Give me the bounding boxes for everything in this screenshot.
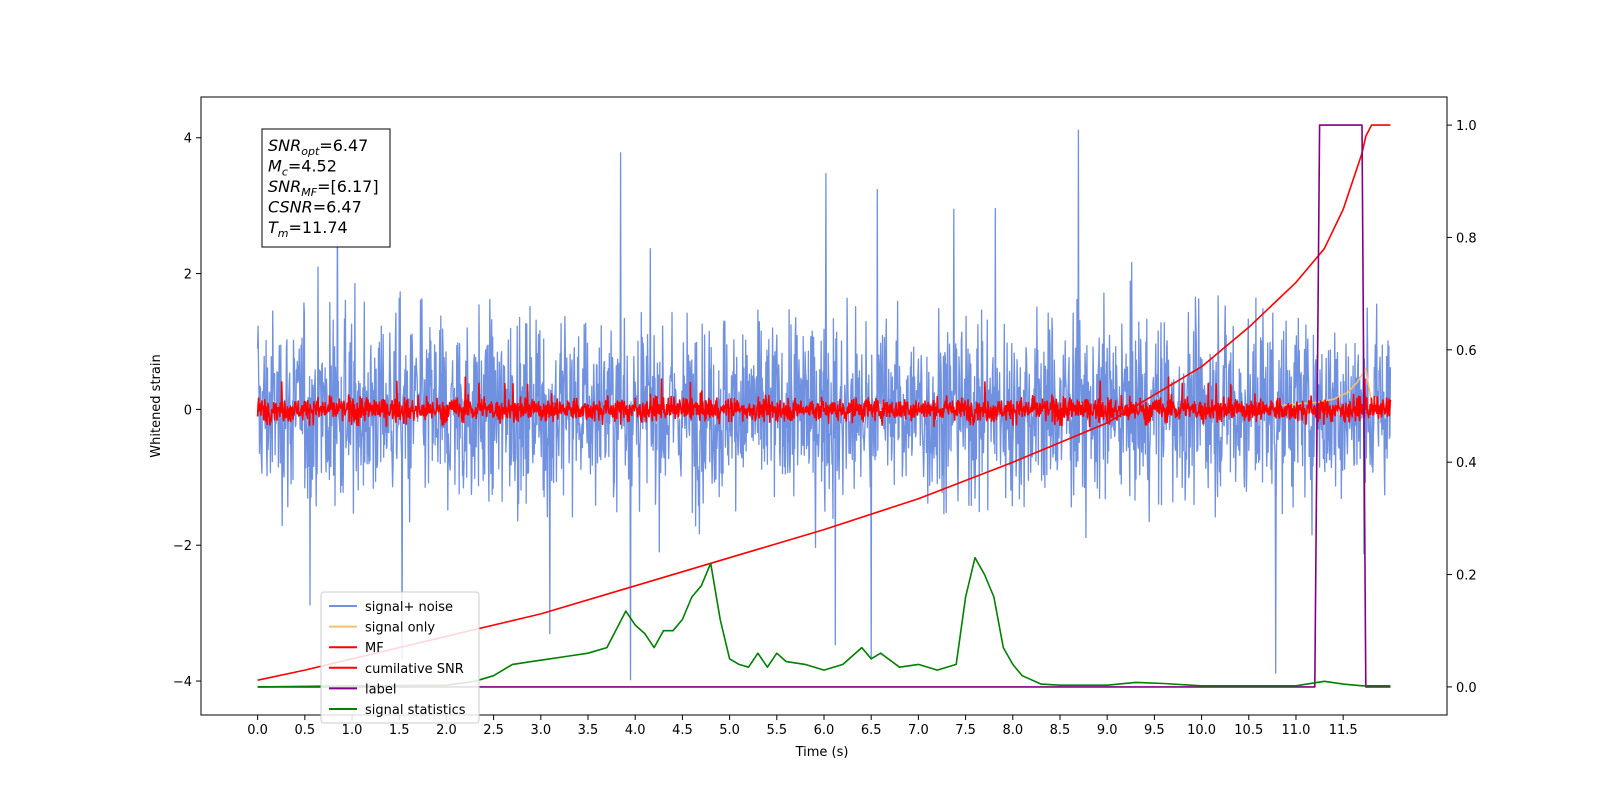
y2-tick-label: 0.6 (1456, 344, 1477, 359)
x-tick-label: 6.5 (861, 723, 882, 738)
info-box-line: Mc=4.52 (268, 157, 337, 179)
x-tick-label: 1.0 (342, 723, 363, 738)
legend: signal+ noise signal only MF cumilative SNR… (320, 591, 480, 724)
x-tick-label: 9.0 (1097, 723, 1118, 738)
x-tick-label: 11.5 (1329, 723, 1358, 738)
x-tick-label: 5.0 (719, 723, 740, 738)
x-tick-label: 3.0 (530, 723, 551, 738)
series-mf (256, 376, 1392, 428)
legend-label: label (365, 682, 396, 697)
x-tick-label: 10.5 (1234, 723, 1263, 738)
info-box: SNRopt=6.47Mc=4.52SNRMF=[6.17]CSNR=6.47T… (261, 128, 391, 248)
x-tick-label: 6.0 (814, 723, 835, 738)
x-tick-label: 8.5 (1050, 723, 1071, 738)
y-tick-label: 0 (184, 403, 192, 418)
x-tick-label: 1.5 (389, 723, 410, 738)
x-tick-label: 2.0 (436, 723, 457, 738)
legend-label: signal statistics (365, 703, 466, 718)
legend-label: MF (365, 641, 384, 656)
x-tick-label: 0.0 (247, 723, 268, 738)
y2-tick-label: 1.0 (1456, 119, 1477, 134)
x-tick-label: 9.5 (1144, 723, 1165, 738)
info-box-line: SNRMF=[6.17] (268, 177, 379, 199)
y-tick-label: 2 (184, 268, 192, 283)
x-tick-label: 2.5 (483, 723, 504, 738)
info-box-frame (261, 128, 391, 248)
info-box-line: Tm=11.74 (268, 218, 348, 240)
x-axis-label: Time (s) (795, 745, 849, 760)
series-signal-statistics (257, 556, 1391, 688)
x-tick-label: 4.0 (625, 723, 646, 738)
x-tick-label: 7.5 (955, 723, 976, 738)
y-axis-label: Whitened strain (149, 354, 164, 457)
legend-frame (320, 591, 480, 724)
x-tick-label: 3.5 (578, 723, 599, 738)
x-tick-label: 8.0 (1002, 723, 1023, 738)
y-tick-label: 4 (184, 132, 192, 147)
info-box-line: SNRopt=6.47 (268, 136, 368, 158)
y2-tick-label: 0.0 (1456, 681, 1477, 696)
x-tick-label: 4.5 (672, 723, 693, 738)
x-tick-label: 10.0 (1187, 723, 1216, 738)
legend-label: signal only (365, 621, 435, 636)
y2-tick-label: 0.8 (1456, 231, 1477, 246)
info-box-line: CSNR=6.47 (268, 198, 362, 217)
legend-label: cumilative SNR (365, 662, 464, 677)
y-tick-label: −4 (173, 675, 192, 690)
x-tick-label: 5.5 (766, 723, 787, 738)
series-label (257, 124, 1391, 688)
x-tick-label: 7.0 (908, 723, 929, 738)
y-tick-label: −2 (173, 539, 192, 554)
legend-label: signal+ noise (365, 600, 453, 615)
x-tick-label: 0.5 (294, 723, 315, 738)
y2-tick-label: 0.4 (1456, 456, 1477, 471)
y2-tick-label: 0.2 (1456, 569, 1477, 584)
x-tick-label: 11.0 (1281, 723, 1310, 738)
